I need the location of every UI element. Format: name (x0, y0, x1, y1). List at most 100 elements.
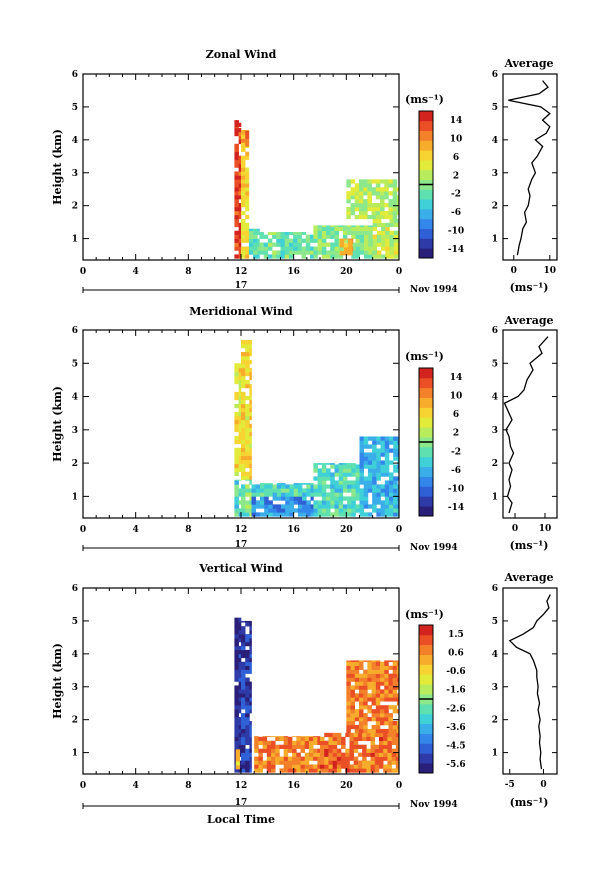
heatmap-cell (241, 130, 246, 135)
heatmap-cell (380, 717, 385, 722)
heatmap-cell (238, 488, 242, 493)
heatmap-cell (387, 752, 392, 757)
heatmap-cell (309, 254, 314, 259)
heatmap-cell (345, 748, 350, 753)
heatmap-cell (321, 472, 327, 477)
heatmap-cell (396, 199, 399, 204)
heatmap-cell (249, 383, 252, 389)
heatmap-cell (308, 740, 314, 746)
colorbar-tick-label: -0.6 (446, 667, 465, 677)
heatmap-cell (249, 653, 252, 659)
heatmap-cell (342, 508, 348, 513)
heatmap-cell (238, 234, 242, 239)
heatmap-cell (235, 761, 240, 766)
heatmap-cell (338, 488, 344, 493)
heatmap-cell (293, 238, 298, 243)
heatmap-cell (297, 242, 302, 247)
heatmap-cell (238, 407, 242, 413)
heatmap-cell (384, 214, 389, 220)
heatmap-cell (279, 736, 284, 738)
heatmap-cell (368, 225, 373, 228)
heatmap-cell (350, 709, 356, 714)
heatmap-cell (354, 669, 360, 674)
heatmap-cell (381, 230, 386, 235)
heatmap-cell (392, 677, 398, 682)
heatmap-cell (328, 748, 333, 753)
heatmap-cell (238, 167, 242, 172)
heatmap-cell (332, 744, 338, 749)
heatmap-cell (371, 701, 377, 706)
heatmap-cell (397, 508, 399, 513)
heatmap-cell (336, 752, 342, 757)
colorbar-swatch (419, 476, 433, 487)
heatmap-cell (330, 246, 335, 251)
heatmap-cell (380, 203, 385, 208)
heatmap-cell (313, 468, 318, 473)
heatmap-cell (330, 472, 335, 477)
colorbar-swatch (419, 238, 433, 249)
heatmap-cell (336, 756, 342, 761)
heatmap-cell (238, 435, 242, 441)
heatmap-cell (241, 475, 246, 481)
heatmap-cell (384, 191, 389, 196)
heatmap-cell (374, 768, 380, 773)
heatmap-cell (254, 764, 259, 769)
heatmap-cell (245, 179, 250, 184)
heatmap-cell (238, 459, 242, 465)
heatmap-cell (241, 183, 246, 188)
heatmap-cell (367, 464, 373, 469)
heatmap-cell (346, 709, 351, 714)
heatmap-cell (234, 720, 239, 726)
heatmap-cell (241, 685, 246, 690)
heatmap-cell (308, 752, 314, 757)
heatmap-cell (395, 736, 399, 742)
heatmap-cell (321, 238, 327, 243)
heatmap-cell (249, 732, 252, 738)
profile-line (503, 336, 549, 514)
heatmap-cell (281, 512, 286, 517)
heatmap-cell (241, 427, 246, 433)
heatmap-cell (262, 760, 268, 765)
heatmap-cell (396, 720, 399, 726)
heatmap-cell (321, 225, 327, 228)
heatmap-cell (281, 508, 286, 513)
heatmap-cell (245, 728, 250, 734)
heatmap-cell (288, 232, 294, 235)
heatmap-cell (245, 134, 250, 139)
heatmap-cell (336, 732, 342, 738)
heatmap-cell (238, 383, 242, 389)
heatmap-cell (313, 508, 318, 513)
heatmap-cell (238, 195, 242, 200)
heatmap-cell (320, 748, 325, 753)
heatmap-cell (302, 483, 307, 485)
heatmap-cell (275, 744, 280, 749)
heatmap-cell (283, 748, 289, 753)
heatmap-cell (350, 660, 356, 663)
heatmap-cell (359, 488, 365, 493)
heatmap-cell (241, 665, 246, 670)
heatmap-cell (371, 669, 377, 674)
heatmap-cell (241, 630, 246, 635)
heatmap-cell (271, 744, 276, 749)
heatmap-cell (371, 709, 377, 714)
heatmap-cell (313, 504, 318, 509)
heatmap-cell (257, 254, 260, 259)
heatmap-cell (358, 183, 364, 188)
heatmap-cell (238, 500, 242, 505)
heatmap-cell (370, 764, 376, 769)
heatmap-cell (380, 206, 385, 212)
heatmap-cell (245, 705, 250, 710)
heatmap-cell (238, 492, 242, 497)
heatmap-cell (317, 480, 323, 485)
heatmap-cell (396, 661, 399, 666)
heatmap-cell (388, 689, 393, 694)
heatmap-cell (283, 736, 289, 738)
heatmap-cell (268, 488, 273, 493)
date-suffix: Nov 1994 (410, 285, 458, 295)
heatmap-cell (363, 660, 368, 663)
heatmap-cell (241, 230, 246, 235)
heatmap-cell (378, 764, 384, 769)
heatmap-cell (241, 435, 246, 441)
